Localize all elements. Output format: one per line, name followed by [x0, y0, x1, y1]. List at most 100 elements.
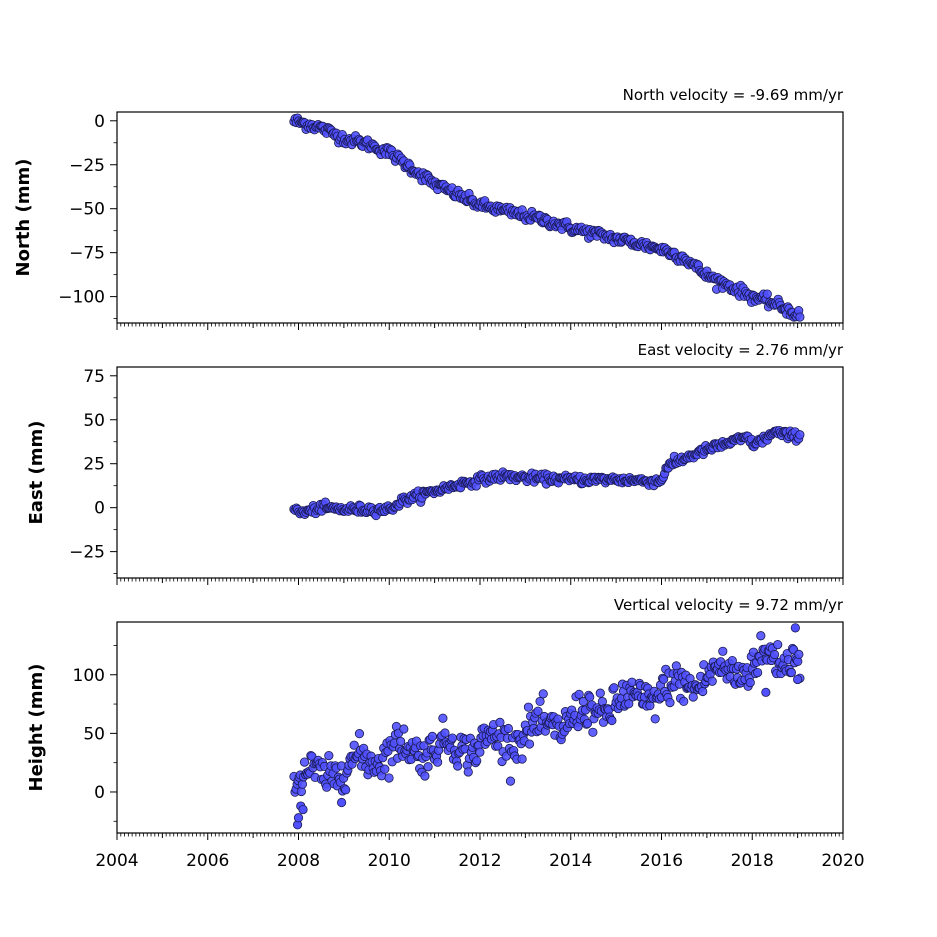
x-tick-label: 2014: [549, 851, 592, 871]
east-velocity-title: East velocity = 2.76 mm/yr: [638, 341, 844, 359]
height-data-point: [607, 715, 617, 726]
north-y-ticks: 0 −25 −50 −75 −100: [58, 112, 117, 320]
height-data-point: [440, 728, 450, 738]
height-y-tick-label: 100: [73, 666, 105, 686]
height-panel: 2004 2006 2008 2010 2012 2014 2016 2018 2020 100 5…: [26, 596, 865, 871]
north-y-tick-label: 0: [94, 112, 105, 132]
east-x-ticks: [116, 578, 844, 585]
height-data-point: [396, 736, 406, 747]
height-points: [289, 623, 805, 830]
height-data-point: [384, 773, 394, 783]
height-y-tick-label: 50: [83, 724, 105, 744]
height-outlier-point: [793, 674, 803, 685]
x-tick-label: 2016: [640, 851, 683, 871]
x-tick-label: 2010: [368, 851, 411, 871]
height-data-point: [533, 706, 543, 716]
height-data-point: [354, 729, 365, 739]
height-y-ticks: 100 50 0: [73, 645, 117, 822]
height-data-point: [503, 723, 513, 734]
height-data-point: [475, 747, 485, 757]
height-data-point: [698, 686, 708, 697]
height-data-point: [773, 639, 783, 650]
height-data-point: [588, 727, 598, 737]
height-data-point: [578, 696, 588, 707]
north-points: [289, 113, 805, 322]
east-points: [289, 425, 805, 521]
height-data-point: [493, 741, 503, 751]
height-data-point: [718, 646, 728, 656]
north-y-tick-label: −75: [69, 244, 105, 264]
height-data-point: [322, 782, 332, 792]
height-outlier-point: [293, 813, 304, 823]
x-tick-label: 2006: [186, 851, 229, 871]
height-data-point: [380, 764, 390, 774]
height-data-point: [794, 649, 804, 660]
height-data-point: [659, 674, 669, 684]
height-data-point: [585, 692, 595, 702]
north-y-axis-label: North (mm): [13, 159, 34, 277]
height-outlier-point: [790, 623, 800, 633]
height-data-point: [433, 757, 443, 767]
north-data-point: [795, 312, 805, 322]
east-y-tick-label: 75: [83, 367, 105, 387]
height-data-point: [624, 699, 634, 709]
height-data-point: [688, 692, 698, 702]
north-panel: 0 −25 −50 −75 −100 North (mm) North velocity =…: [13, 86, 844, 330]
x-tick-label: 2004: [95, 851, 138, 871]
height-data-point: [297, 779, 308, 789]
east-y-tick-label: −25: [69, 543, 105, 563]
height-data-point: [627, 677, 637, 687]
east-data-point: [795, 430, 805, 440]
height-data-point: [453, 761, 463, 771]
east-y-ticks: 75 50 25 0 −25: [69, 367, 117, 575]
east-y-tick-label: 25: [83, 455, 105, 475]
height-data-point: [574, 689, 584, 699]
x-tick-label: 2008: [277, 851, 320, 871]
height-data-point: [341, 785, 351, 795]
x-tick-label: 2012: [458, 851, 501, 871]
height-data-point: [769, 649, 780, 660]
north-y-tick-label: −50: [69, 200, 105, 220]
height-data-point: [399, 724, 409, 734]
north-y-tick-label: −25: [69, 156, 105, 176]
height-data-point: [745, 678, 755, 688]
height-velocity-title: Vertical velocity = 9.72 mm/yr: [614, 596, 844, 614]
height-data-point: [505, 776, 516, 786]
height-data-point: [753, 667, 763, 678]
height-outlier-point: [761, 687, 771, 697]
height-data-point: [595, 688, 605, 698]
x-tick-label: 2018: [731, 851, 774, 871]
height-data-point: [427, 731, 437, 741]
east-y-tick-label: 0: [94, 499, 105, 519]
height-data-point: [573, 722, 583, 732]
height-data-point: [349, 740, 359, 750]
height-data-point: [650, 714, 660, 724]
height-data-point: [786, 667, 797, 678]
height-data-point: [665, 697, 675, 708]
height-data-point: [523, 702, 534, 712]
height-data-point: [756, 631, 766, 641]
height-data-point: [582, 718, 593, 729]
height-data-point: [324, 750, 334, 761]
height-outlier-point: [298, 804, 308, 815]
height-data-point: [538, 689, 548, 699]
height-y-tick-label: 0: [94, 783, 105, 803]
north-velocity-title: North velocity = -9.69 mm/yr: [623, 86, 844, 104]
height-data-point: [495, 717, 505, 727]
height-data-point: [420, 771, 430, 781]
height-data-point: [472, 756, 482, 766]
height-data-point: [447, 733, 457, 743]
height-data-point: [517, 754, 527, 764]
height-data-point: [438, 713, 448, 723]
north-x-ticks: [116, 323, 844, 330]
east-y-tick-label: 50: [83, 411, 105, 431]
north-data-point: [762, 289, 772, 299]
east-y-axis-label: East (mm): [26, 421, 47, 525]
x-tick-label: 2020: [821, 851, 864, 871]
height-data-point: [679, 696, 689, 706]
height-data-point: [707, 676, 717, 686]
height-data-point: [609, 683, 619, 693]
north-y-tick-label: −100: [58, 288, 105, 308]
east-panel: 75 50 25 0 −25 East (mm) East velocity = 2.76 …: [26, 341, 844, 585]
